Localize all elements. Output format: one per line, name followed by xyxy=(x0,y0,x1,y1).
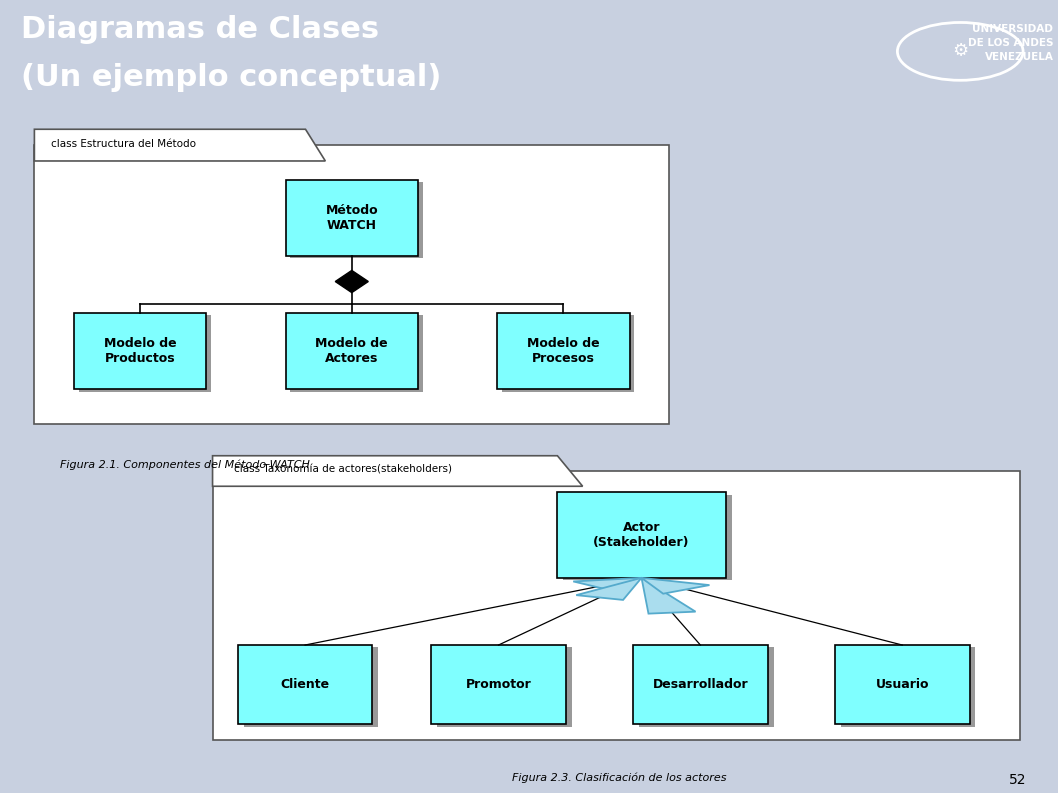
Text: Promotor: Promotor xyxy=(466,678,531,691)
FancyBboxPatch shape xyxy=(286,180,418,256)
FancyBboxPatch shape xyxy=(290,182,422,259)
Text: class Estructura del Método: class Estructura del Método xyxy=(51,139,196,149)
FancyBboxPatch shape xyxy=(286,313,418,389)
Text: 52: 52 xyxy=(1008,772,1026,787)
FancyBboxPatch shape xyxy=(243,647,379,726)
FancyBboxPatch shape xyxy=(501,316,634,392)
Text: Cliente: Cliente xyxy=(280,678,330,691)
FancyBboxPatch shape xyxy=(213,471,1020,740)
Text: Método
WATCH: Método WATCH xyxy=(326,204,378,232)
FancyBboxPatch shape xyxy=(639,647,773,726)
Text: Usuario: Usuario xyxy=(876,678,929,691)
FancyBboxPatch shape xyxy=(497,313,630,389)
Polygon shape xyxy=(577,578,641,600)
FancyBboxPatch shape xyxy=(78,316,211,392)
FancyBboxPatch shape xyxy=(432,645,566,725)
Polygon shape xyxy=(335,270,368,293)
FancyBboxPatch shape xyxy=(437,647,571,726)
Text: Diagramas de Clases: Diagramas de Clases xyxy=(21,16,379,44)
FancyBboxPatch shape xyxy=(558,492,726,578)
Polygon shape xyxy=(641,578,710,594)
Text: Modelo de
Actores: Modelo de Actores xyxy=(315,337,388,366)
Text: Figura 2.1. Componentes del Método WATCH: Figura 2.1. Componentes del Método WATCH xyxy=(60,460,310,470)
Text: class Taxonomía de actores(stakeholders): class Taxonomía de actores(stakeholders) xyxy=(234,465,452,475)
Polygon shape xyxy=(641,578,695,614)
FancyBboxPatch shape xyxy=(563,495,731,580)
Text: Modelo de
Procesos: Modelo de Procesos xyxy=(527,337,600,366)
FancyBboxPatch shape xyxy=(290,316,422,392)
Polygon shape xyxy=(213,456,583,486)
Text: Actor
(Stakeholder): Actor (Stakeholder) xyxy=(594,521,690,549)
Text: UNIVERSIDAD
DE LOS ANDES
VENEZUELA: UNIVERSIDAD DE LOS ANDES VENEZUELA xyxy=(968,24,1054,62)
Text: Figura 2.3. Clasificación de los actores: Figura 2.3. Clasificación de los actores xyxy=(512,772,726,783)
Text: ⚙: ⚙ xyxy=(952,42,968,60)
Text: (Un ejemplo conceptual): (Un ejemplo conceptual) xyxy=(21,63,441,91)
FancyBboxPatch shape xyxy=(34,145,669,424)
Polygon shape xyxy=(34,129,326,161)
FancyBboxPatch shape xyxy=(238,645,372,725)
Polygon shape xyxy=(573,578,641,592)
FancyBboxPatch shape xyxy=(835,645,969,725)
Text: Modelo de
Productos: Modelo de Productos xyxy=(104,337,177,366)
FancyBboxPatch shape xyxy=(74,313,206,389)
Text: Desarrollador: Desarrollador xyxy=(653,678,748,691)
FancyBboxPatch shape xyxy=(633,645,768,725)
FancyBboxPatch shape xyxy=(841,647,975,726)
